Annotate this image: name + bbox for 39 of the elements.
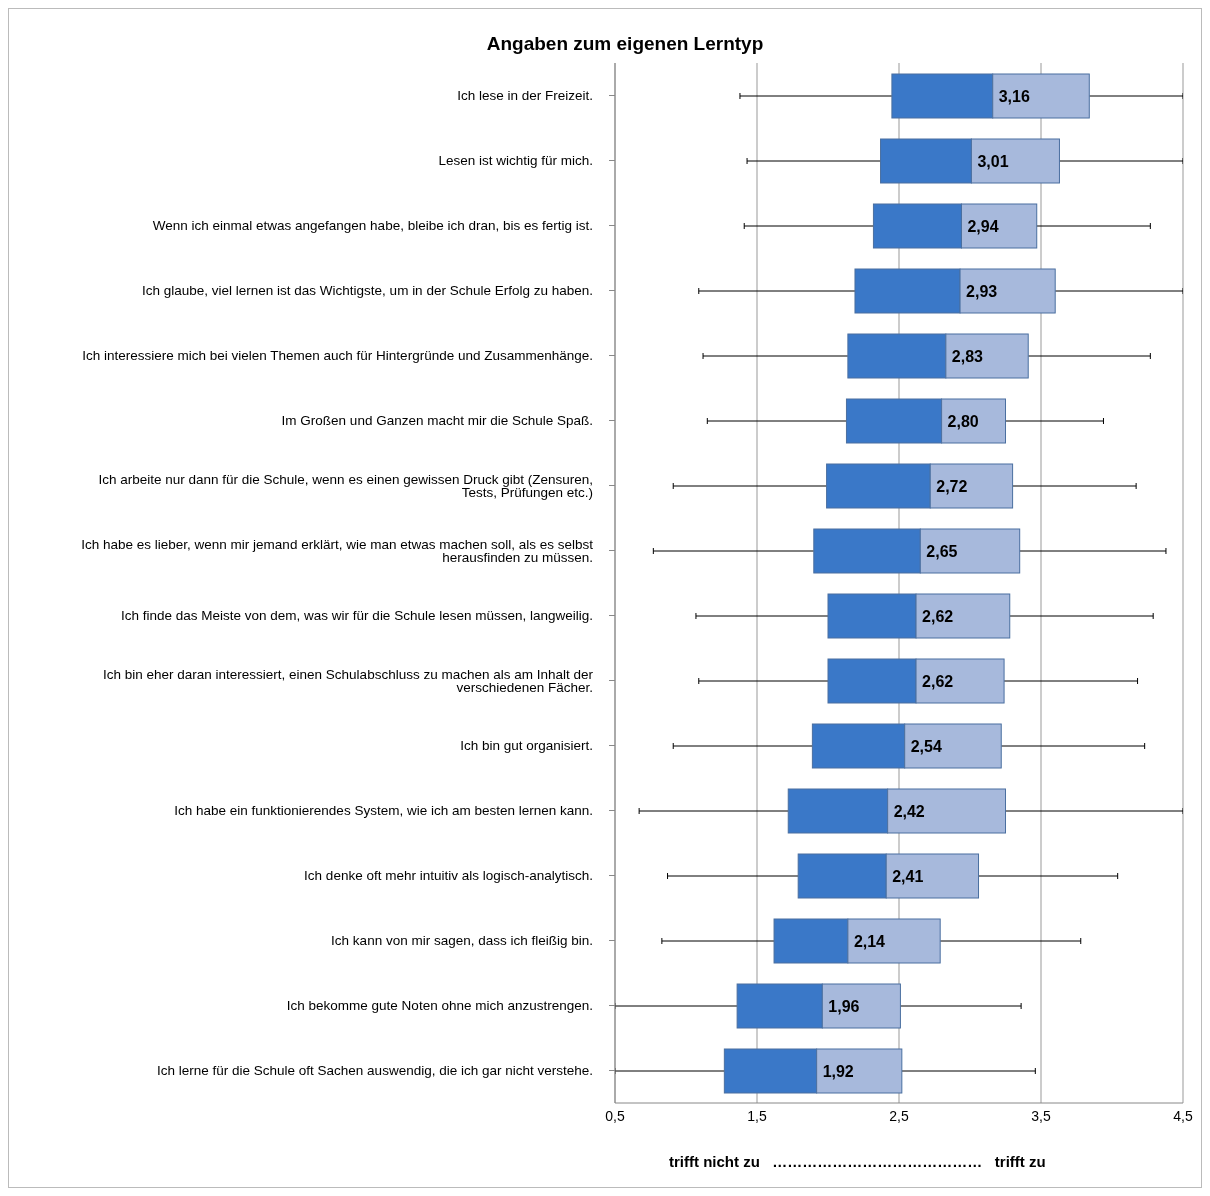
y-tick-label: Ich glaube, viel lernen ist das Wichtigste, um in der Schule Erfolg zu haben. [142,283,593,299]
text: 2,93 [966,282,998,300]
text: 2,80 [947,412,979,430]
text: 2,42 [893,802,925,820]
text: 2,65 [926,542,958,560]
y-tick-label: Ich lese in der Freizeit. [457,88,593,104]
y-tick-label: Ich kann von mir sagen, dass ich fleißig bin. [331,933,593,949]
x-tick-label: 4,5 [1173,1107,1193,1124]
text: 1,92 [822,1062,854,1080]
text: 2,54 [910,737,942,755]
y-tick-label: Ich interessiere mich bei vielen Themen auch für Hintergründe und Zusammenhänge. [82,348,593,364]
y-tick-label: Ich arbeite nur dann für die Schule, wenn es einen gewissen Druck gibt (Zensuren, Tests, Prüfungen etc.) [98,471,593,501]
y-tick-label: Ich bekomme gute Noten ohne mich anzustrengen. [286,998,593,1014]
y-tick-label: Ich habe es lieber, wenn mir jemand erklärt, wie man etwas machen soll, als es selbst herausfinden zu müssen. [81,536,594,566]
text: 1,96 [828,997,860,1015]
x-tick-label: 2,5 [889,1107,909,1124]
y-tick-label: Im Großen und Ganzen macht mir die Schule Spaß. [281,413,593,429]
chart-title: Angaben zum eigenen Lerntyp [485,32,765,56]
text: 2,94 [967,217,999,235]
text: 3,16 [998,87,1030,105]
text: 2,14 [853,932,886,950]
y-tick-label: Wenn ich einmal etwas angefangen habe, bleibe ich dran, bis es fertig ist. [152,218,593,234]
y-tick-label: Ich habe ein funktionierendes System, wie ich am besten lernen kann. [174,803,593,819]
y-tick-label: Ich bin gut organisiert. [460,738,593,754]
y-tick-label: Ich bin eher daran interessiert, einen Schulabschluss zu machen als am Inhalt der verschiedenen Fächer. [102,666,594,696]
x-tick-label: 0,5 [605,1107,625,1124]
x-tick-label: 1,5 [747,1107,767,1124]
y-tick-label: Ich lerne für die Schule oft Sachen auswendig, die ich gar nicht verstehe. [156,1063,593,1079]
text: 2,72 [936,477,968,495]
y-tick-label: Lesen ist wichtig für mich. [438,153,593,169]
x-axis-title: trifft nicht zu …………………………………… trifft zu [669,1153,1046,1170]
y-tick-label: Ich denke oft mehr intuitiv als logisch-analytisch. [304,868,593,884]
text: 3,01 [977,152,1009,170]
text: 2,62 [922,607,954,625]
y-tick-label: Ich finde das Meiste von dem, was wir für die Schule lesen müssen, langweilig. [121,608,593,624]
x-tick-label: 3,5 [1031,1107,1051,1124]
text: 2,41 [892,867,924,885]
text: 2,62 [922,672,954,690]
text: 2,83 [951,347,983,365]
